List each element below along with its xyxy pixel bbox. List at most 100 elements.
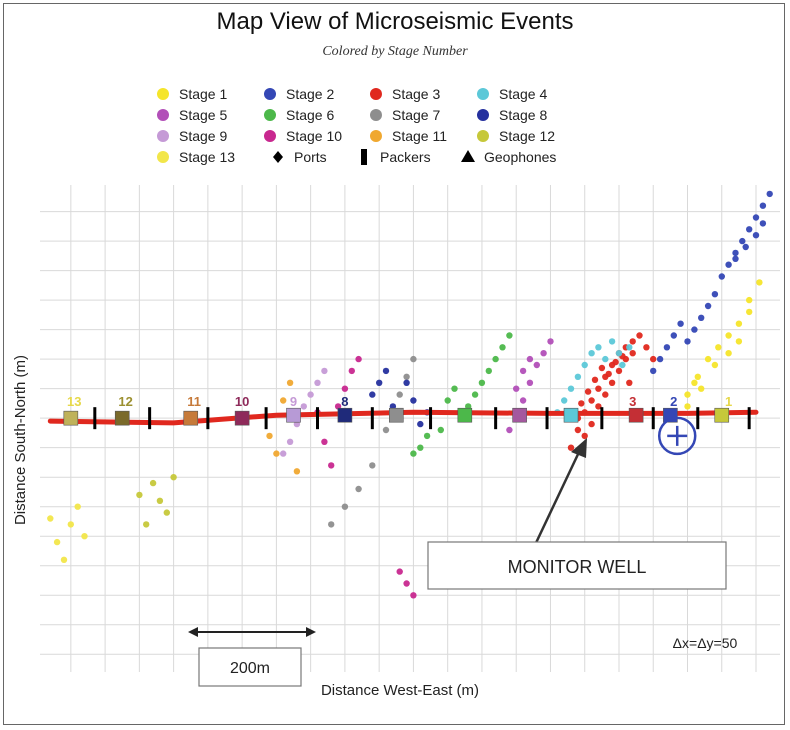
event-point — [307, 391, 314, 398]
event-point — [348, 367, 355, 375]
event-point — [735, 338, 743, 345]
event-point — [608, 338, 616, 345]
event-point — [328, 462, 335, 469]
legend-label: Stage 10 — [286, 128, 342, 144]
legend-label: Stage 4 — [499, 86, 547, 102]
wellbore: 13 12 11 10 9 8 3 2 1 — [47, 394, 759, 430]
legend-label: Stage 3 — [392, 86, 440, 102]
event-point — [588, 420, 595, 428]
event-point — [684, 403, 691, 410]
event-point — [608, 379, 616, 386]
event-point — [746, 296, 753, 304]
event-point — [698, 314, 705, 321]
event-point — [677, 320, 684, 327]
event-point — [752, 232, 760, 239]
event-point — [650, 367, 657, 375]
event-points — [47, 190, 773, 599]
event-point — [355, 485, 362, 493]
packer-marker — [545, 407, 549, 430]
stage-number-label: 1 — [725, 394, 732, 409]
event-point — [492, 355, 499, 363]
legend: Stage 1 Stage 2 Stage 3 Stage 4 Stage 5 Stage… — [157, 86, 556, 165]
callout-text: MONITOR WELL — [508, 557, 647, 577]
legend-marker — [461, 150, 475, 162]
event-point — [615, 367, 623, 375]
legend-label: Stage 11 — [392, 128, 447, 144]
event-point — [732, 249, 739, 257]
event-point — [163, 509, 170, 516]
packer-marker — [429, 407, 433, 430]
event-point — [752, 214, 760, 221]
legend-marker — [157, 109, 169, 121]
packer-marker — [747, 407, 751, 430]
event-point — [629, 350, 636, 357]
event-point — [759, 220, 767, 227]
port-marker — [714, 407, 730, 423]
event-point — [704, 355, 712, 363]
event-point — [574, 426, 582, 434]
event-point — [746, 308, 753, 316]
event-point — [540, 350, 547, 357]
event-point — [711, 291, 719, 298]
event-point — [143, 521, 150, 528]
event-point — [369, 462, 376, 469]
packer-marker — [316, 407, 319, 430]
event-point — [499, 344, 506, 351]
event-point — [266, 432, 273, 440]
packer-marker — [264, 407, 268, 430]
event-point — [403, 580, 410, 587]
legend-marker — [264, 130, 276, 142]
event-point — [47, 515, 54, 522]
event-point — [670, 332, 677, 339]
event-point — [567, 444, 575, 451]
event-point — [626, 344, 633, 351]
stage-number-label: 3 — [629, 394, 636, 409]
event-point — [704, 302, 712, 310]
event-point — [766, 190, 773, 198]
legend-marker — [477, 88, 489, 100]
legend-label: Stage 7 — [392, 107, 440, 123]
port-marker — [512, 407, 527, 423]
event-point — [526, 355, 534, 363]
event-point — [533, 361, 540, 369]
event-point — [382, 426, 390, 434]
event-point — [739, 237, 746, 245]
event-point — [437, 426, 444, 434]
event-point — [725, 350, 732, 357]
event-point — [595, 403, 602, 410]
y-axis-label: Distance South-North (m) — [12, 355, 29, 525]
legend-marker — [157, 130, 169, 142]
legend-label: Stage 12 — [499, 128, 555, 144]
event-point — [81, 533, 88, 540]
event-point — [561, 397, 568, 404]
event-point — [656, 355, 664, 363]
legend-label: Stage 6 — [286, 107, 334, 123]
callout-arrow-line — [533, 449, 582, 546]
packer-marker — [651, 407, 655, 430]
packer-marker — [148, 407, 152, 430]
port-marker — [337, 407, 353, 423]
wellbore-line — [47, 409, 759, 426]
event-point — [471, 391, 479, 398]
stage-number-label: 8 — [341, 394, 348, 409]
event-point — [612, 358, 619, 366]
stage-number-label: 2 — [670, 394, 677, 409]
event-point — [396, 568, 403, 575]
event-point — [691, 326, 698, 333]
event-point — [382, 367, 390, 375]
event-point — [410, 355, 417, 363]
event-point — [650, 355, 657, 363]
event-point — [355, 355, 362, 363]
event-point — [663, 344, 671, 351]
stage-number-label: 9 — [290, 394, 297, 409]
event-point — [598, 364, 606, 372]
event-point — [742, 243, 749, 251]
event-point — [280, 397, 287, 404]
legend-marker — [370, 109, 382, 121]
event-point — [746, 226, 753, 233]
legend-marker — [264, 88, 276, 100]
event-point — [170, 474, 177, 481]
event-point — [519, 367, 527, 375]
monitor-well-circle — [657, 416, 697, 456]
event-point — [718, 273, 725, 280]
